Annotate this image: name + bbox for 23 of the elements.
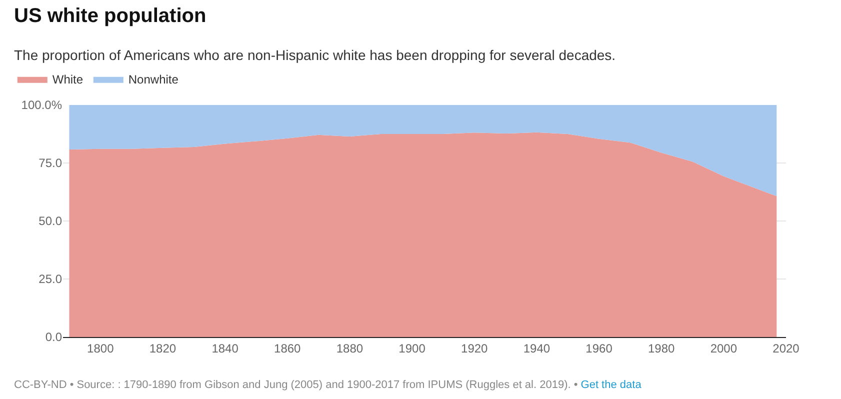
chart-title: US white population [14, 5, 206, 27]
x-tick-label: 2020 [772, 341, 800, 356]
x-tick-label: 1920 [461, 341, 488, 356]
x-tick-label: 2000 [710, 341, 738, 356]
x-tick-label: 1860 [274, 341, 302, 356]
legend-label: Nonwhite [128, 72, 179, 87]
x-tick-label: 1980 [648, 341, 676, 356]
x-tick-label: 1900 [398, 341, 426, 356]
text: Get the data [580, 379, 642, 391]
x-tick-label: 1940 [523, 341, 550, 356]
x-tick-label: 1840 [212, 341, 239, 356]
chart-subtitle: The proportion of Americans who are non-Hispanic white has been dropping for several decades. [14, 47, 616, 63]
y-tick-label: 75.0 [38, 156, 62, 170]
legend-label: White [52, 72, 84, 87]
text: CC-BY-ND • Source: : 1790-1890 from Gibson and Jung (2005) and 1900-2017 from IPUMS (Ruggles et al. 2019). • [14, 379, 581, 391]
x-tick-label: 1820 [149, 341, 176, 356]
y-tick-label: 0.0 [45, 330, 62, 344]
x-tick-label: 1960 [586, 341, 613, 356]
x-tick-label: 1800 [87, 341, 114, 356]
y-tick-label: 50.0 [38, 214, 62, 228]
y-tick-label: 25.0 [38, 272, 62, 286]
x-tick-label: 1880 [336, 341, 364, 356]
y-tick-label: 100.0% [21, 98, 62, 112]
